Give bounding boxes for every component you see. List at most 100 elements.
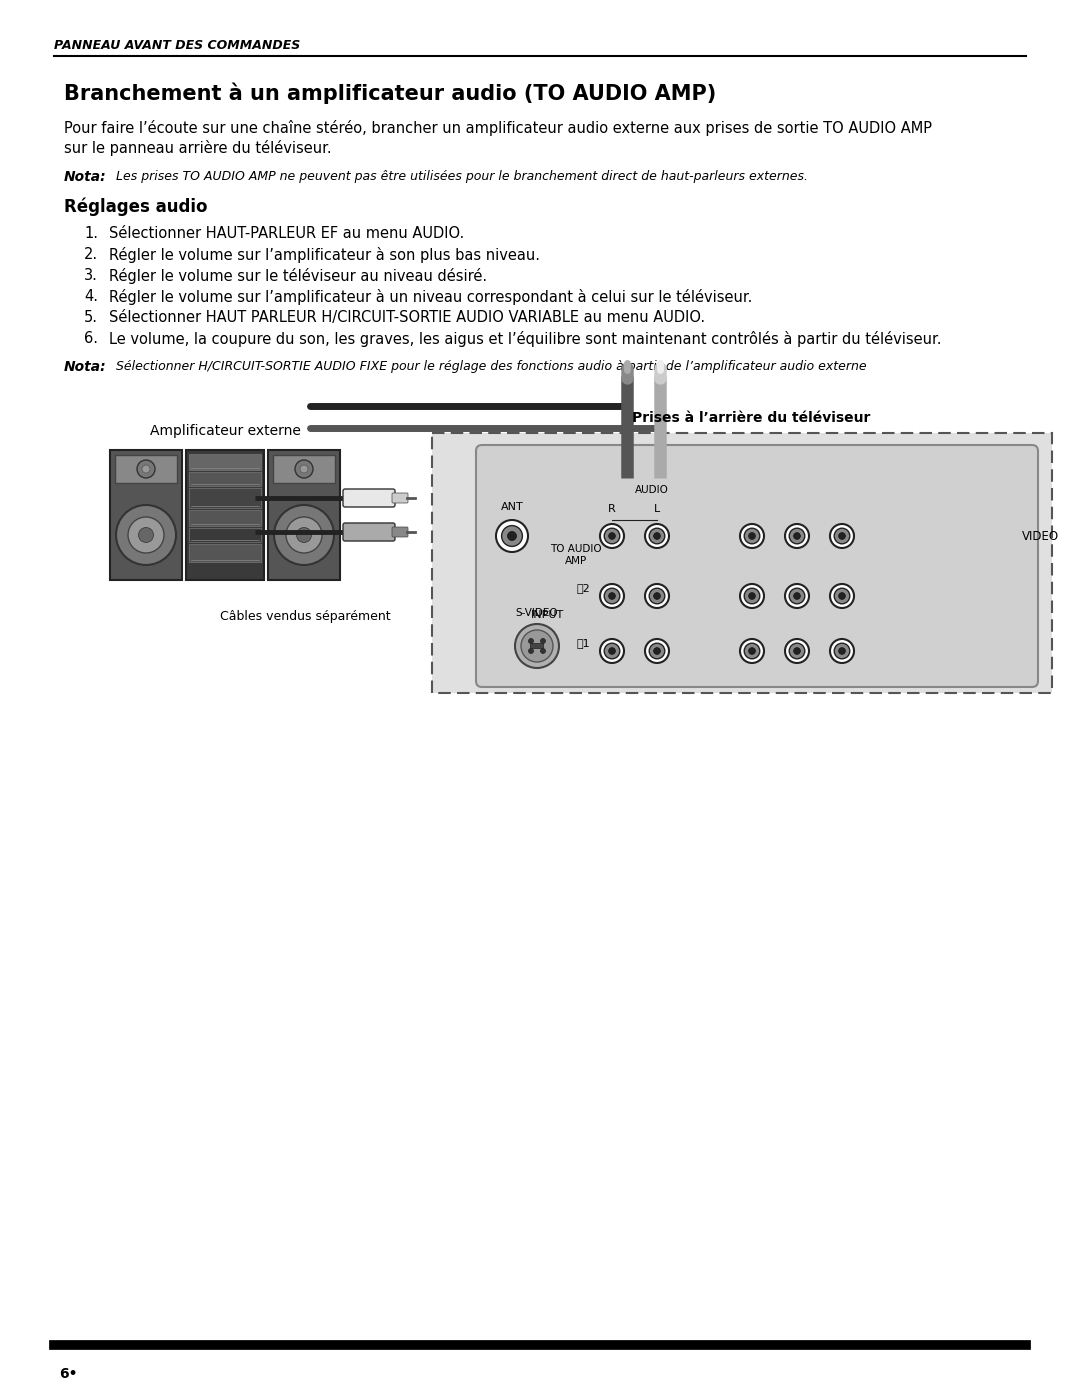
Circle shape [600, 584, 624, 608]
Circle shape [138, 528, 153, 542]
Circle shape [789, 528, 805, 543]
Circle shape [653, 532, 660, 539]
FancyBboxPatch shape [268, 450, 340, 580]
Circle shape [508, 531, 516, 541]
Circle shape [604, 528, 620, 543]
Text: 2.: 2. [84, 247, 98, 263]
Circle shape [609, 592, 616, 599]
Text: PANNEAU AVANT DES COMMANDES: PANNEAU AVANT DES COMMANDES [54, 39, 300, 52]
Text: 5.: 5. [84, 310, 98, 326]
FancyBboxPatch shape [530, 644, 543, 648]
Circle shape [794, 592, 800, 599]
Circle shape [834, 528, 850, 543]
Text: sur le panneau arrière du téléviseur.: sur le panneau arrière du téléviseur. [64, 140, 332, 156]
Text: L: L [653, 504, 660, 514]
Circle shape [609, 648, 616, 654]
FancyBboxPatch shape [189, 472, 261, 486]
Circle shape [649, 528, 665, 543]
Circle shape [645, 524, 669, 548]
Circle shape [300, 465, 308, 474]
Circle shape [789, 643, 805, 659]
Circle shape [748, 532, 755, 539]
FancyBboxPatch shape [189, 510, 261, 527]
Text: TO AUDIO
AMP: TO AUDIO AMP [551, 543, 602, 566]
FancyBboxPatch shape [432, 433, 1052, 693]
Circle shape [748, 592, 755, 599]
FancyBboxPatch shape [186, 450, 264, 580]
Circle shape [653, 648, 660, 654]
Circle shape [496, 520, 528, 552]
Circle shape [116, 504, 176, 564]
Text: Sélectionner HAUT-PARLEUR EF au menu AUDIO.: Sélectionner HAUT-PARLEUR EF au menu AUD… [109, 226, 464, 242]
FancyBboxPatch shape [110, 450, 183, 580]
Circle shape [744, 588, 760, 604]
FancyBboxPatch shape [343, 489, 395, 507]
FancyBboxPatch shape [189, 528, 261, 542]
Text: Régler le volume sur l’amplificateur à un niveau correspondant à celui sur le té: Régler le volume sur l’amplificateur à u… [109, 289, 753, 305]
Text: 4.: 4. [84, 289, 98, 305]
Circle shape [831, 584, 854, 608]
Circle shape [600, 524, 624, 548]
Circle shape [295, 460, 313, 478]
Circle shape [600, 638, 624, 664]
Circle shape [604, 643, 620, 659]
Text: Sélectionner H/CIRCUIT-SORTIE AUDIO FIXE pour le réglage des fonctions audio à p: Sélectionner H/CIRCUIT-SORTIE AUDIO FIXE… [116, 360, 866, 373]
Text: Câbles vendus séparément: Câbles vendus séparément [219, 610, 390, 623]
FancyBboxPatch shape [114, 455, 177, 483]
Text: 3.: 3. [84, 268, 98, 284]
Text: INPUT: INPUT [530, 610, 564, 620]
Text: Régler le volume sur le téléviseur au niveau désiré.: Régler le volume sur le téléviseur au ni… [109, 268, 487, 284]
FancyBboxPatch shape [392, 493, 408, 503]
Text: Prises à l’arrière du téléviseur: Prises à l’arrière du téléviseur [632, 411, 870, 425]
Circle shape [748, 648, 755, 654]
Text: ⌔1: ⌔1 [577, 638, 590, 648]
Circle shape [740, 584, 764, 608]
Text: Régler le volume sur l’amplificateur à son plus bas niveau.: Régler le volume sur l’amplificateur à s… [109, 247, 540, 263]
Circle shape [521, 630, 553, 662]
Circle shape [834, 643, 850, 659]
Circle shape [501, 525, 523, 546]
FancyBboxPatch shape [189, 488, 261, 509]
Text: 1.: 1. [84, 226, 98, 242]
Circle shape [744, 643, 760, 659]
Circle shape [540, 648, 545, 654]
Circle shape [515, 624, 559, 668]
Circle shape [528, 638, 534, 644]
Text: Pour faire l’écoute sur une chaîne stéréo, brancher un amplificateur audio exter: Pour faire l’écoute sur une chaîne stéré… [64, 120, 932, 136]
Circle shape [794, 648, 800, 654]
Circle shape [137, 460, 156, 478]
Circle shape [649, 643, 665, 659]
Circle shape [839, 592, 846, 599]
Circle shape [785, 524, 809, 548]
Circle shape [839, 532, 846, 539]
Text: Branchement à un amplificateur audio (TO AUDIO AMP): Branchement à un amplificateur audio (TO… [64, 82, 716, 103]
Text: Réglages audio: Réglages audio [64, 198, 207, 217]
Circle shape [740, 638, 764, 664]
Text: VIDEO: VIDEO [1022, 529, 1059, 542]
Circle shape [794, 532, 800, 539]
Circle shape [528, 648, 534, 654]
Text: S-VIDEO: S-VIDEO [515, 608, 558, 617]
Circle shape [609, 532, 616, 539]
Text: Nota:: Nota: [64, 170, 107, 184]
FancyBboxPatch shape [189, 454, 261, 469]
Circle shape [274, 504, 334, 564]
Text: AUDIO: AUDIO [635, 485, 669, 495]
Circle shape [740, 524, 764, 548]
Text: 6.: 6. [84, 331, 98, 346]
Circle shape [645, 584, 669, 608]
Circle shape [286, 517, 322, 553]
Circle shape [141, 465, 150, 474]
FancyBboxPatch shape [476, 446, 1038, 687]
Text: Le volume, la coupure du son, les graves, les aigus et l’équilibre sont maintena: Le volume, la coupure du son, les graves… [109, 331, 942, 346]
Text: ANT: ANT [501, 502, 524, 511]
FancyBboxPatch shape [189, 543, 261, 562]
Circle shape [604, 588, 620, 604]
Circle shape [834, 588, 850, 604]
Circle shape [645, 638, 669, 664]
Circle shape [540, 638, 545, 644]
Text: 6•: 6• [59, 1368, 78, 1382]
Text: ⌔2: ⌔2 [577, 583, 590, 592]
Text: Les prises TO AUDIO AMP ne peuvent pas être utilisées pour le branchement direct: Les prises TO AUDIO AMP ne peuvent pas ê… [116, 170, 808, 183]
Text: Nota:: Nota: [64, 360, 107, 374]
